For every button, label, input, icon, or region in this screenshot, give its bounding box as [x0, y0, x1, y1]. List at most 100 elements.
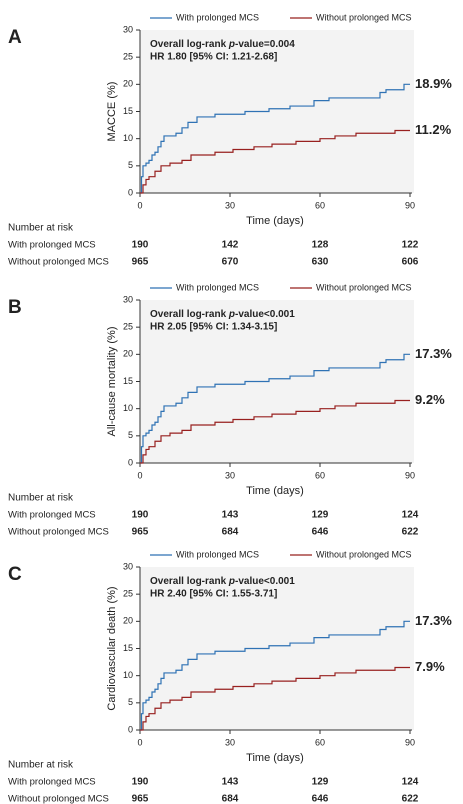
annotation-text: Overall log-rank	[150, 39, 229, 50]
risk-row-label: With prolonged MCS	[8, 510, 96, 521]
risk-row-label: Without prolonged MCS	[8, 527, 109, 538]
y-axis-label: Cardiovascular death (%)	[106, 586, 118, 710]
hazard-ratio: HR 2.05 [95% CI: 1.34-3.15]	[150, 322, 277, 333]
legend-label: With prolonged MCS	[176, 549, 259, 559]
risk-count: 646	[312, 794, 329, 804]
risk-count: 622	[402, 794, 419, 804]
x-tick-label: 60	[315, 737, 325, 747]
y-tick-label: 20	[123, 349, 133, 359]
x-tick-label: 90	[405, 737, 415, 747]
y-tick-label: 5	[128, 160, 133, 170]
final-rate-label: 9.2%	[415, 392, 445, 407]
legend-label: Without prolonged MCS	[316, 12, 412, 22]
y-tick-label: 15	[123, 106, 133, 116]
panel-label: B	[8, 297, 22, 318]
y-tick-label: 20	[123, 79, 133, 89]
x-axis-label: Time (days)	[246, 215, 304, 227]
final-rate-label: 18.9%	[415, 76, 452, 91]
annotation-text: p	[228, 309, 235, 320]
plot-background	[140, 30, 414, 193]
annotation-text: -value<0.001	[235, 309, 295, 320]
x-tick-label: 90	[405, 200, 415, 210]
risk-table-title: Number at risk	[8, 223, 74, 234]
y-tick-label: 10	[123, 403, 133, 413]
risk-row-label: With prolonged MCS	[8, 240, 96, 251]
risk-count: 646	[312, 527, 329, 538]
final-rate-label: 17.3%	[415, 613, 452, 628]
annotation: Overall log-rank p-value<0.001	[150, 576, 295, 587]
hazard-ratio: HR 2.40 [95% CI: 1.55-3.71]	[150, 589, 277, 600]
y-axis-label: MACCE (%)	[106, 82, 118, 142]
legend-label: Without prolonged MCS	[316, 282, 412, 292]
y-tick-label: 10	[123, 133, 133, 143]
final-rate-label: 17.3%	[415, 346, 452, 361]
risk-row-label: With prolonged MCS	[8, 777, 96, 788]
y-tick-label: 5	[128, 697, 133, 707]
x-tick-label: 0	[137, 200, 142, 210]
y-axis-label: All-cause mortality (%)	[106, 326, 118, 436]
y-tick-label: 15	[123, 643, 133, 653]
risk-count: 190	[132, 240, 149, 251]
y-tick-label: 0	[128, 724, 133, 734]
risk-count: 122	[402, 240, 419, 251]
x-tick-label: 0	[137, 737, 142, 747]
panel: B With prolonged MCS Without prolonged MCS…	[8, 282, 452, 537]
x-tick-label: 30	[225, 200, 235, 210]
risk-count: 965	[132, 527, 149, 538]
risk-count: 965	[132, 257, 149, 268]
km-curve	[140, 353, 410, 464]
plot-background	[140, 567, 414, 730]
hazard-ratio: HR 1.80 [95% CI: 1.21-2.68]	[150, 52, 277, 63]
annotation-text: Overall log-rank	[150, 576, 229, 587]
risk-count: 670	[222, 257, 239, 268]
y-tick-label: 30	[123, 24, 133, 34]
risk-count: 128	[312, 240, 329, 251]
y-tick-label: 25	[123, 589, 133, 599]
x-axis-label: Time (days)	[246, 752, 304, 764]
risk-row-label: Without prolonged MCS	[8, 257, 109, 268]
risk-count: 129	[312, 510, 329, 521]
x-tick-label: 60	[315, 200, 325, 210]
x-tick-label: 90	[405, 470, 415, 480]
panel: C With prolonged MCS Without prolonged MCS…	[8, 549, 452, 804]
panel-label: C	[8, 564, 22, 585]
annotation-text: p	[228, 576, 235, 587]
panel: A With prolonged MCS Without prolonged MCS…	[8, 12, 452, 267]
risk-count: 684	[222, 794, 239, 804]
y-tick-label: 15	[123, 376, 133, 386]
km-curve	[140, 129, 410, 194]
panel-label: A	[8, 27, 22, 48]
risk-count: 142	[222, 240, 239, 251]
final-rate-label: 7.9%	[415, 659, 445, 674]
annotation: Overall log-rank p-value<0.001	[150, 309, 295, 320]
y-tick-label: 10	[123, 670, 133, 680]
annotation-text: -value<0.001	[235, 576, 295, 587]
risk-count: 124	[402, 510, 419, 521]
risk-count: 129	[312, 777, 329, 788]
annotation: Overall log-rank p-value=0.004	[150, 39, 295, 50]
x-tick-label: 0	[137, 470, 142, 480]
risk-count: 143	[222, 510, 239, 521]
annotation-text: Overall log-rank	[150, 309, 229, 320]
risk-count: 190	[132, 510, 149, 521]
x-tick-label: 30	[225, 737, 235, 747]
y-tick-label: 30	[123, 561, 133, 571]
y-tick-label: 20	[123, 616, 133, 626]
risk-count: 606	[402, 257, 419, 268]
final-rate-label: 11.2%	[415, 122, 452, 137]
km-curve	[140, 666, 410, 731]
risk-count: 143	[222, 777, 239, 788]
risk-row-label: Without prolonged MCS	[8, 794, 109, 804]
y-tick-label: 5	[128, 430, 133, 440]
plot-background	[140, 300, 414, 463]
km-curve	[140, 399, 410, 464]
y-tick-label: 0	[128, 187, 133, 197]
y-tick-label: 30	[123, 294, 133, 304]
x-tick-label: 60	[315, 470, 325, 480]
y-tick-label: 25	[123, 52, 133, 62]
risk-count: 684	[222, 527, 239, 538]
risk-count: 124	[402, 777, 419, 788]
risk-count: 190	[132, 777, 149, 788]
y-tick-label: 0	[128, 457, 133, 467]
